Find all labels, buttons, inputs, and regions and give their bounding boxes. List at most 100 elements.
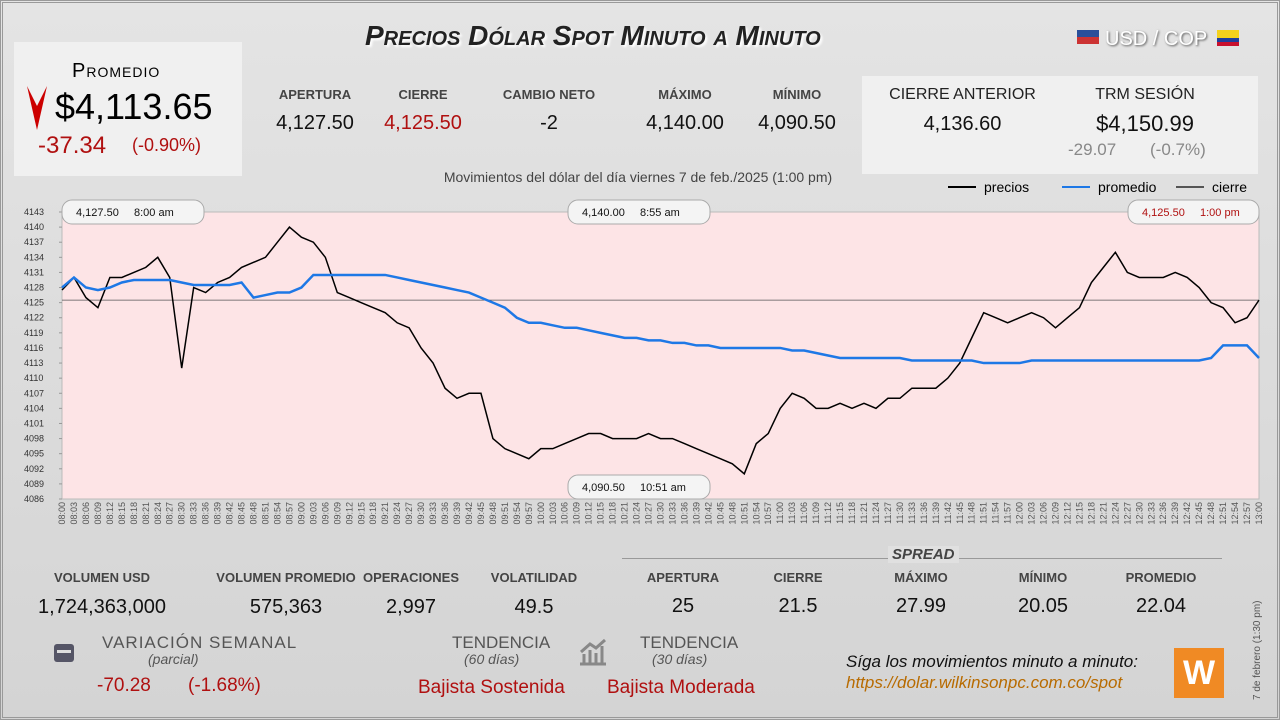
x-tick-label: 08:06 (81, 502, 91, 525)
x-tick-label: 08:00 (57, 502, 67, 525)
pair: USD / COP (1105, 28, 1208, 50)
x-tick-label: 09:00 (296, 502, 306, 525)
x-tick-label: 10:48 (727, 502, 737, 525)
legend-label: cierre (1212, 179, 1247, 195)
x-tick-label: 11:15 (835, 502, 845, 524)
x-tick-label: 12:30 (1134, 502, 1144, 525)
url[interactable]: https://dolar.wilkinsonpc.com.co/spot (846, 673, 1123, 692)
stat-value: -2 (540, 112, 558, 134)
x-tick-label: 08:24 (153, 502, 163, 525)
x-tick-label: 12:57 (1242, 502, 1252, 525)
x-tick-label: 08:30 (177, 502, 187, 525)
x-tick-label: 09:06 (320, 502, 330, 525)
x-tick-label: 09:24 (392, 502, 402, 525)
x-tick-label: 09:03 (308, 502, 318, 525)
x-tick-label: 10:24 (632, 502, 642, 525)
x-tick-label: 10:00 (536, 502, 546, 525)
x-tick-label: 11:36 (919, 502, 929, 524)
y-tick-label: 4125 (24, 298, 44, 308)
y-tick-label: 4122 (24, 313, 44, 323)
trm-pct: (-0.7%) (1150, 140, 1206, 159)
x-tick-label: 09:57 (524, 502, 534, 525)
x-tick-label: 09:21 (380, 502, 390, 525)
legend-label: precios (984, 179, 1029, 195)
weekly-label: VARIACIÓN SEMANAL (102, 633, 298, 652)
trend-value: Bajista Sostenida (418, 677, 565, 698)
x-tick-label: 10:33 (667, 502, 677, 525)
annotation-time: 10:51 am (640, 482, 686, 494)
annotation-box (567, 199, 711, 225)
spread-label: APERTURA (646, 570, 720, 585)
stat-value: 4,125.50 (384, 112, 462, 134)
annotation-value: 4,140.00 (582, 207, 625, 219)
trend-value: Bajista Moderada (607, 677, 755, 698)
volume-label: OPERACIONES (362, 570, 460, 585)
x-tick-label: 11:03 (787, 502, 797, 524)
x-tick-label: 12:15 (1074, 502, 1084, 525)
prev-label: CIERRE ANTERIOR (889, 86, 1036, 103)
x-tick-label: 12:03 (1027, 502, 1037, 525)
x-tick-label: 11:39 (931, 502, 941, 524)
x-tick-label: 08:12 (105, 502, 115, 525)
trm-value: $4,150.99 (1096, 111, 1194, 136)
x-tick-label: 09:30 (416, 502, 426, 525)
x-tick-label: 12:12 (1062, 502, 1072, 525)
trm-label: TRM SESIÓN (1095, 86, 1195, 103)
x-tick-label: 12:51 (1218, 502, 1228, 525)
x-tick-label: 10:21 (620, 502, 630, 525)
x-tick-label: 11:18 (847, 502, 857, 524)
y-tick-label: 4101 (24, 418, 44, 428)
stat-value: 4,127.50 (276, 112, 354, 134)
spread-label: PROMEDIO (1125, 570, 1197, 585)
annotation-time: 1:00 pm (1200, 207, 1240, 219)
chart-subtitle: Movimientos del dólar del día viernes 7 … (444, 170, 832, 185)
x-tick-label: 08:27 (165, 502, 175, 525)
series-line (61, 273, 1260, 365)
stat-label: APERTURA (278, 87, 352, 102)
x-tick-label: 11:33 (907, 502, 917, 524)
x-tick-label: 10:15 (596, 502, 606, 525)
x-tick-label: 11:45 (955, 502, 965, 524)
volume-value: 575,363 (249, 596, 323, 618)
plot-area (61, 211, 1260, 500)
x-tick-label: 12:36 (1158, 502, 1168, 525)
x-tick-label: 10:27 (644, 502, 654, 525)
x-tick-label: 08:18 (129, 502, 139, 525)
stat-value: 4,140.00 (646, 112, 724, 134)
x-tick-label: 12:39 (1170, 502, 1180, 525)
trm-change: -29.07 (1068, 140, 1117, 159)
x-tick-label: 12:54 (1230, 502, 1240, 525)
x-tick-label: 12:42 (1182, 502, 1192, 525)
spread-label: CIERRE (773, 570, 823, 585)
x-tick-label: 10:45 (715, 502, 725, 525)
weekly-note: (parcial) (148, 651, 199, 667)
x-tick-label: 12:00 (1015, 502, 1025, 525)
annotation-time: 8:55 am (640, 207, 680, 219)
x-tick-label: 10:30 (656, 502, 666, 525)
y-tick-label: 4113 (24, 358, 43, 368)
x-tick-label: 10:09 (572, 502, 582, 525)
x-tick-label: 12:27 (1122, 502, 1132, 525)
volume-label: VOLUMEN PROMEDIO (216, 570, 356, 585)
x-tick-label: 12:21 (1098, 502, 1108, 525)
trend-note: (30 días) (652, 651, 708, 667)
x-tick-label: 12:09 (1051, 502, 1061, 525)
spread-title: SPREAD (888, 546, 959, 563)
annotation-value: 4,125.50 (1142, 207, 1185, 219)
stat-label: MÁXIMO (658, 87, 712, 102)
x-tick-label: 12:45 (1194, 502, 1204, 525)
y-tick-label: 4095 (24, 449, 44, 459)
promedio-change: -37.34 (38, 132, 107, 159)
x-tick-label: 10:36 (679, 502, 689, 525)
x-tick-label: 10:18 (608, 502, 618, 525)
prev-value: 4,136.60 (923, 113, 1002, 135)
x-tick-label: 12:33 (1146, 502, 1156, 525)
spread-value: 20.05 (1017, 595, 1069, 617)
weekly-pct: (-1.68%) (188, 675, 261, 696)
spread-value: 27.99 (895, 595, 947, 617)
x-tick-label: 08:48 (249, 502, 259, 525)
x-tick-label: 08:42 (225, 502, 235, 525)
volume-value: 1,724,363,000 (38, 596, 166, 618)
x-tick-label: 09:09 (332, 502, 342, 525)
side-box (862, 76, 1258, 174)
